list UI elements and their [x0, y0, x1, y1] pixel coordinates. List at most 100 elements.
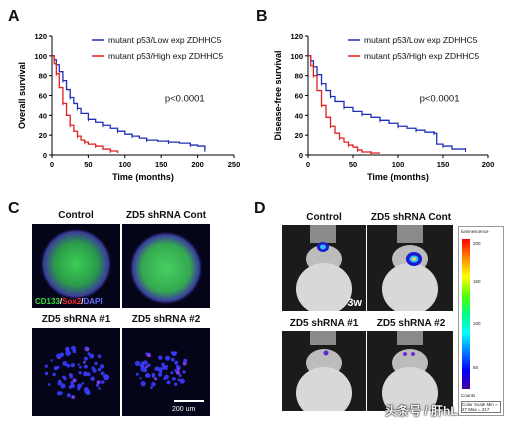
panel-label-a: A — [8, 8, 20, 25]
cell-dot — [92, 368, 97, 373]
cell-dot — [56, 366, 60, 369]
cell-dot — [83, 356, 88, 361]
colorbar-tick-150: 150 — [473, 279, 481, 284]
x-tick-label: 250 — [228, 160, 241, 169]
cells-zd5-1 — [44, 345, 110, 399]
y-tick-label: 120 — [290, 32, 303, 41]
mouse-image-zd5-2 — [367, 331, 453, 411]
cells-zd5-2 — [134, 351, 188, 389]
cell-dot — [83, 387, 89, 393]
x-tick-label: 150 — [155, 160, 168, 169]
stain-sep1: / — [59, 297, 63, 306]
y-tick-label: 20 — [39, 131, 47, 140]
y-tick-label: 0 — [299, 151, 303, 160]
cell-dot — [157, 367, 163, 373]
cell-dot — [170, 357, 175, 362]
y-tick-label: 60 — [39, 92, 47, 101]
cell-dot — [179, 378, 185, 384]
cell-dot — [81, 382, 84, 385]
x-tick-label: 50 — [349, 160, 357, 169]
spheroid-control — [40, 228, 112, 300]
x-tick-label: 200 — [191, 160, 204, 169]
cell-dot — [134, 360, 141, 366]
cell-dot — [59, 391, 63, 395]
cell-dot — [83, 371, 88, 377]
cell-dot — [99, 364, 105, 369]
cell-dot — [77, 363, 80, 366]
y-tick-label: 20 — [295, 131, 303, 140]
cell-dot — [152, 375, 155, 378]
mouse-title-control: Control — [306, 212, 342, 223]
cell-dot — [98, 387, 101, 390]
legend-label: mutant p53/Low exp ZDHHC5 — [364, 35, 478, 45]
cell-dot — [97, 354, 102, 358]
y-tick-label: 100 — [290, 52, 303, 61]
x-tick-label: 100 — [392, 160, 405, 169]
cell-dot — [171, 377, 176, 381]
panel-label-b: B — [256, 8, 268, 25]
cell-dot — [151, 382, 156, 387]
cell-dot — [145, 352, 149, 355]
cell-dot — [96, 383, 100, 387]
micro-image-zd5-cont — [122, 224, 210, 308]
cell-dot — [84, 364, 88, 369]
cell-dot — [183, 358, 188, 363]
cell-dot — [161, 362, 165, 367]
cell-dot — [140, 361, 145, 366]
y-tick-label: 40 — [295, 111, 303, 120]
timepoint-label: 3w — [347, 297, 362, 309]
cell-dot — [60, 383, 66, 389]
cell-dot — [158, 355, 163, 360]
cell-dot — [150, 386, 153, 389]
cell-dot — [44, 371, 49, 376]
colorbar: luminescence 200 150 100 50 Counts Color… — [458, 226, 504, 416]
cell-dot — [175, 365, 180, 369]
stain-dapi: DAPI — [83, 297, 103, 306]
cell-dot — [174, 382, 178, 386]
cell-dot — [71, 395, 75, 399]
cell-dot — [161, 365, 167, 370]
cell-dot — [170, 351, 174, 355]
micro-title-control: Control — [58, 210, 94, 221]
cell-dot — [145, 365, 148, 368]
panel-label-c: C — [8, 200, 20, 217]
mouse-control — [282, 225, 366, 311]
y-axis-label: Disease-free survival — [273, 50, 283, 140]
cell-dot — [97, 367, 102, 372]
y-tick-label: 80 — [295, 72, 303, 81]
cell-dot — [62, 375, 66, 379]
cell-dot — [104, 374, 110, 380]
x-tick-label: 150 — [437, 160, 450, 169]
x-tick-label: 50 — [84, 160, 92, 169]
colorbar-title: luminescence — [461, 229, 489, 234]
y-tick-label: 120 — [34, 32, 47, 41]
cell-dot — [78, 371, 82, 375]
mouse-image-control: 3w — [282, 225, 366, 311]
cell-dot — [158, 372, 163, 377]
cell-dot — [174, 360, 179, 365]
cell-dot — [176, 370, 180, 375]
cell-dot — [135, 372, 139, 376]
mouse-zd5-2 — [367, 331, 453, 411]
cell-dot — [166, 380, 171, 385]
cell-dot — [100, 380, 105, 384]
cell-dot — [165, 355, 171, 361]
micro-image-control: CD133/Sox2/DAPI — [32, 224, 120, 308]
chart-disease-free-survival: 0 20 40 60 80 100 120 0 50 100 150 200 Time (months)… — [273, 32, 494, 182]
cell-dot — [178, 374, 182, 377]
cell-dot — [70, 383, 75, 388]
series-line-high-exp — [52, 55, 119, 154]
cell-dot — [59, 352, 65, 358]
cell-dot — [72, 349, 77, 354]
micro-title-zd5-2: ZD5 shRNA #2 — [131, 314, 201, 325]
mouse-zd5-cont — [367, 225, 453, 311]
colorbar-footer: Counts — [461, 393, 476, 398]
cell-dot — [65, 346, 70, 352]
micro-image-zd5-2: 200 um — [122, 328, 210, 416]
cell-dot — [79, 365, 82, 369]
series-line-low-exp — [308, 55, 467, 151]
stain-sep2: / — [81, 297, 84, 306]
micro-title-zd5-cont: ZD5 shRNA Cont — [125, 210, 207, 221]
cell-dot — [44, 364, 48, 368]
cell-dot — [83, 360, 86, 364]
